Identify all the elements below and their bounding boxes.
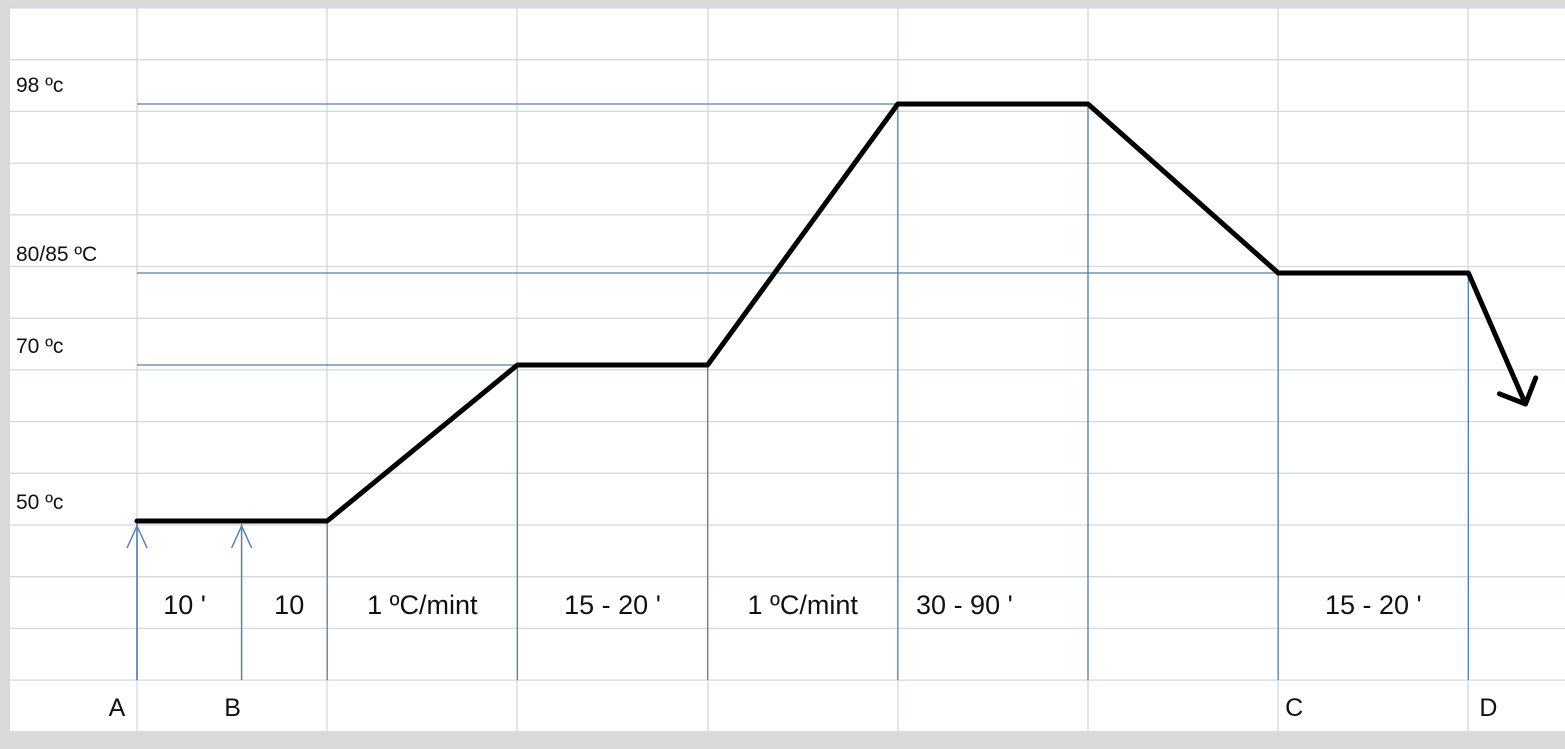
marker-arrow-head	[126, 524, 148, 549]
segment-label: 10	[274, 590, 304, 620]
segment-label: 10 '	[163, 590, 206, 620]
guide-lines	[126, 103, 1470, 680]
y-level-label: 98 ºc	[16, 74, 63, 97]
curve-arrow-head	[1496, 375, 1539, 407]
segment-label: 1 ºC/mint	[748, 590, 859, 620]
labels: 50 ºc 70 ºc 80/85 ºC 98 ºc 10 ' 10 1 ºC/mint 15…	[16, 74, 1497, 722]
temperature-curve	[134, 101, 1528, 524]
grid	[10, 7, 1565, 733]
segment-label: 15 - 20 '	[1325, 590, 1422, 620]
segment-label: 1 ºC/mint	[367, 590, 478, 620]
point-marker-label: C	[1285, 694, 1303, 722]
curve	[134, 101, 1539, 524]
segment-label: 15 - 20 '	[564, 590, 661, 620]
marker-arrow-head	[230, 524, 253, 549]
point-marker-label: A	[109, 694, 126, 722]
point-marker-label: B	[224, 694, 241, 722]
y-level-label: 80/85 ºC	[16, 243, 97, 266]
y-level-label: 50 ºc	[16, 491, 63, 514]
segment-label: 30 - 90 '	[916, 590, 1013, 620]
point-marker-label: D	[1479, 694, 1497, 722]
y-level-label: 70 ºc	[16, 335, 63, 358]
